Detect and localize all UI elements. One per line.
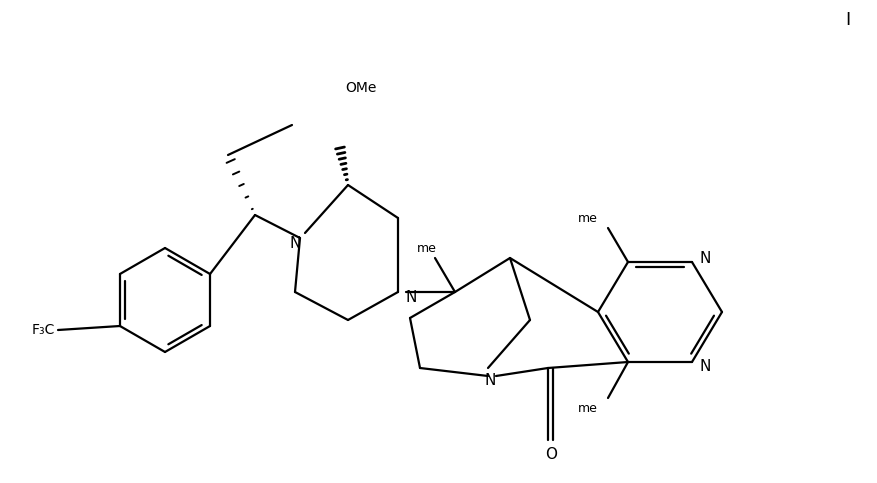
- Text: OMe: OMe: [345, 81, 376, 95]
- Text: N: N: [405, 289, 417, 304]
- Text: I: I: [845, 11, 850, 29]
- Text: N: N: [484, 372, 496, 387]
- Text: N: N: [289, 236, 300, 251]
- Text: O: O: [545, 446, 556, 461]
- Text: me: me: [577, 212, 597, 225]
- Text: F₃C: F₃C: [32, 323, 55, 337]
- Text: N: N: [699, 358, 710, 373]
- Text: me: me: [417, 242, 437, 255]
- Text: me: me: [577, 401, 597, 414]
- Text: N: N: [699, 251, 710, 266]
